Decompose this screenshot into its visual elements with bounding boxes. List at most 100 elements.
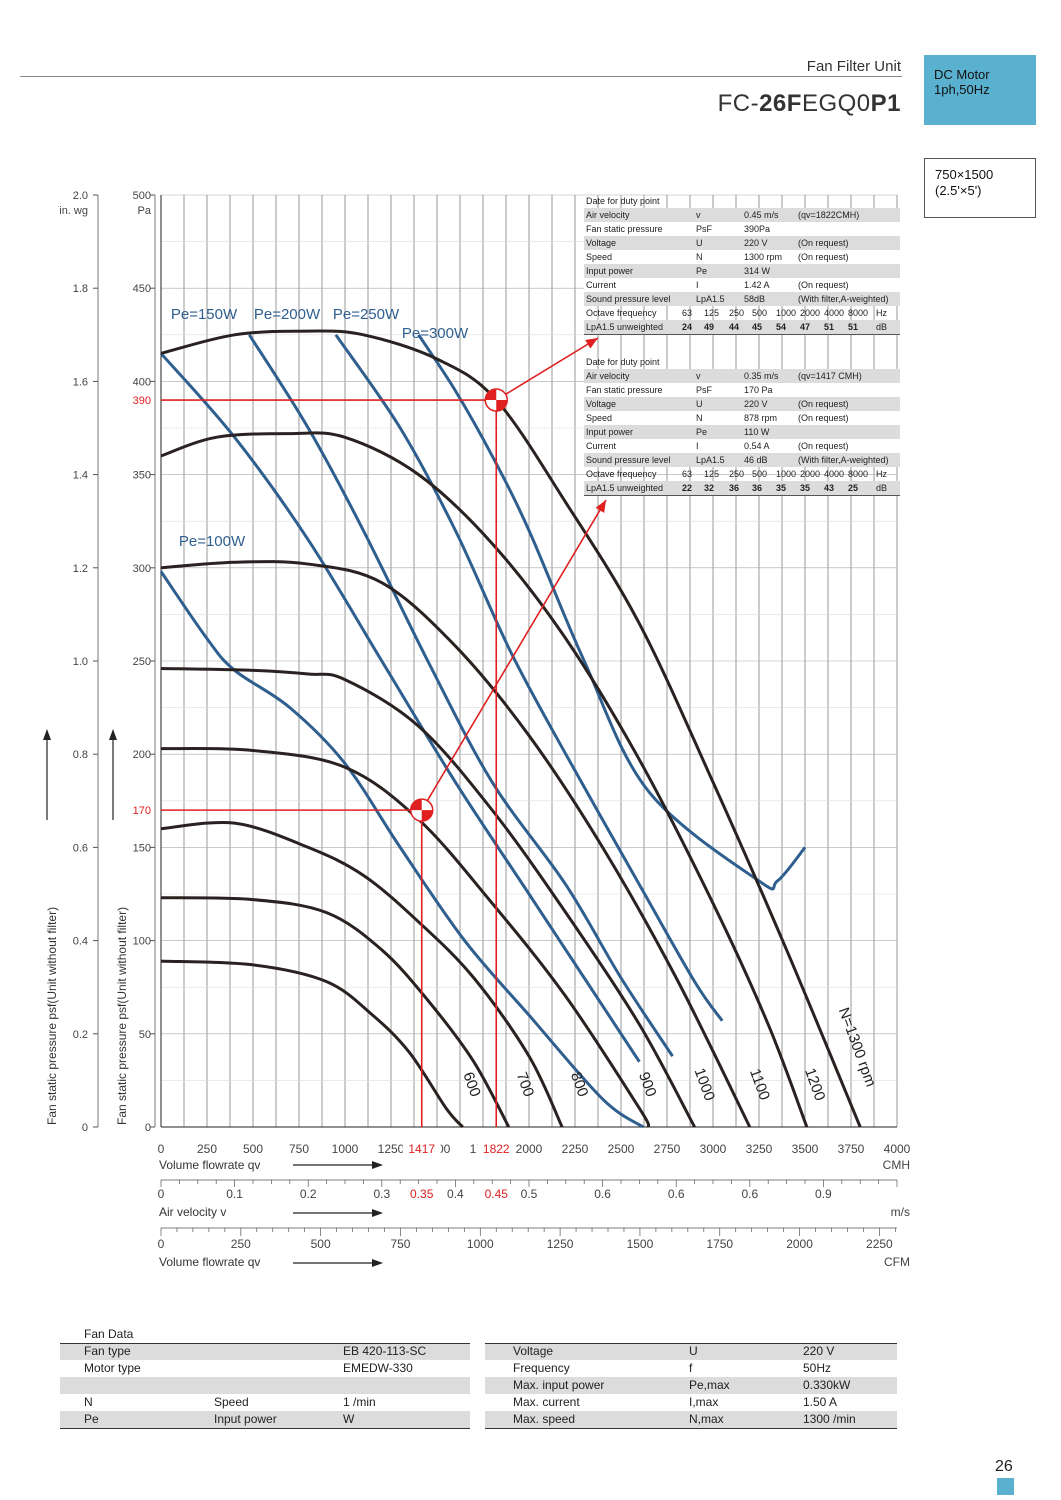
cfm-tick-label: 2250 bbox=[866, 1237, 893, 1251]
inwg-tick-label: 0.8 bbox=[73, 749, 88, 761]
duty-note: (With filter,A-weighted) bbox=[798, 294, 889, 304]
cmh-tick-label: 250 bbox=[197, 1142, 217, 1156]
model-part: EGQ0 bbox=[801, 90, 871, 117]
inwg-unit-label: in. wg bbox=[59, 205, 88, 217]
fan-right-name: Frequency bbox=[513, 1361, 570, 1375]
lpa-value: 44 bbox=[729, 322, 740, 332]
fan-left-name: Input power bbox=[214, 1412, 277, 1426]
cfm-tick-label: 1000 bbox=[467, 1237, 494, 1251]
fan-right-row: Max. input power Pe,max 0.330kW bbox=[485, 1377, 897, 1394]
performance-chart: 05010015020025030035040045050000.20.40.6… bbox=[43, 190, 911, 1269]
pa-tick-label: 450 bbox=[133, 283, 151, 295]
cmh-tick-label: 3000 bbox=[700, 1142, 727, 1156]
speed-label: 1100 bbox=[746, 1066, 773, 1102]
duty-q-label: 1417 bbox=[408, 1142, 435, 1156]
speed-label: 1000 bbox=[691, 1066, 718, 1103]
duty-arrow bbox=[495, 337, 599, 401]
pa-tick-label: 200 bbox=[133, 749, 151, 761]
octave-label: Octave frequency bbox=[586, 308, 657, 318]
fan-right-value: 0.330kW bbox=[803, 1378, 851, 1392]
octave-value: 2000 bbox=[800, 469, 821, 479]
x-axis-arrowhead bbox=[372, 1209, 383, 1217]
fan-left-key: Pe bbox=[84, 1412, 99, 1426]
duty-symbol: Pe bbox=[696, 427, 708, 437]
duty-symbol: U bbox=[696, 238, 703, 248]
octave-value: 63 bbox=[682, 469, 693, 479]
octave-value: 8000 bbox=[848, 308, 869, 318]
duty-pressure-label: 390 bbox=[133, 395, 151, 407]
ms-tick-label: 0.3 bbox=[373, 1187, 390, 1201]
octave-value: 8000 bbox=[848, 469, 869, 479]
duty-title: Date for duty point bbox=[586, 196, 660, 206]
cmh-tick-label: 0 bbox=[158, 1142, 165, 1156]
cfm-tick-label: 500 bbox=[311, 1237, 331, 1251]
ms-tick-label: 0.4 bbox=[447, 1187, 464, 1201]
pa-tick-label: 0 bbox=[145, 1122, 151, 1134]
duty-v-bg bbox=[480, 1187, 513, 1201]
speed-curve bbox=[160, 329, 862, 1128]
cfm-tick-label: 750 bbox=[390, 1237, 410, 1251]
fan-right-row: Max. current I,max 1.50 A bbox=[485, 1394, 897, 1411]
model-part: 26F bbox=[759, 90, 802, 117]
fan-data-table: Fan Data Fan type EB 420-113-SC Motor type E… bbox=[60, 1326, 900, 1436]
duty-value: 170 Pa bbox=[744, 385, 773, 395]
pa-tick-label: 350 bbox=[133, 470, 151, 482]
cfm-tick-label: 0 bbox=[158, 1237, 165, 1251]
duty-marker-q bbox=[485, 389, 497, 401]
octave-value: 1000 bbox=[776, 308, 797, 318]
duty-marker-q bbox=[410, 799, 422, 811]
ms-tick-label: 0.2 bbox=[300, 1187, 317, 1201]
power-curve bbox=[159, 570, 644, 1129]
fan-right-row: Max. speed N,max 1300 /min bbox=[485, 1411, 897, 1428]
duty-note: (qv=1417 CMH) bbox=[798, 371, 862, 381]
duty-symbol: LpA1.5 bbox=[696, 294, 725, 304]
duty-param: Sound pressure level bbox=[586, 294, 671, 304]
duty-rule bbox=[584, 495, 900, 496]
duty-value: 220 V bbox=[744, 399, 768, 409]
speed-label: 900 bbox=[635, 1070, 660, 1099]
cfm-tick-label: 2000 bbox=[786, 1237, 813, 1251]
duty-arrowhead bbox=[585, 338, 598, 349]
octave-value: 500 bbox=[752, 308, 768, 318]
octave-label: Octave frequency bbox=[586, 469, 657, 479]
duty-row: Sound pressure level LpA1.5 58dB (With filt… bbox=[584, 292, 900, 306]
inwg-tick-label: 1.0 bbox=[73, 656, 88, 668]
octave-value: 2000 bbox=[800, 308, 821, 318]
duty-row: Voltage U 220 V (On request) bbox=[584, 397, 900, 411]
model-part: FC- bbox=[717, 90, 760, 117]
duty-title: Date for duty point bbox=[586, 357, 660, 367]
fan-left-name: Speed bbox=[214, 1395, 249, 1409]
octave-value: 4000 bbox=[824, 308, 845, 318]
duty-arrowhead bbox=[595, 500, 606, 513]
duty-symbol: v bbox=[696, 371, 701, 381]
model-part: P1 bbox=[870, 90, 901, 117]
duty-row: Fan static pressure PsF 170 Pa bbox=[584, 383, 900, 397]
duty-row: Sound pressure level LpA1.5 46 dB (With fil… bbox=[584, 453, 900, 467]
fan-left-row bbox=[60, 1377, 470, 1394]
duty-row: Fan static pressure PsF 390Pa bbox=[584, 222, 900, 236]
duty-marker-q bbox=[421, 810, 433, 822]
lpa-value: 35 bbox=[800, 483, 811, 493]
duty-row: Air velocity v 0.45 m/s (qv=1822CMH) bbox=[584, 208, 900, 222]
cmh-tick-label: 500 bbox=[243, 1142, 263, 1156]
fan-right-value: 50Hz bbox=[803, 1361, 832, 1375]
fan-right-symbol: f bbox=[689, 1361, 693, 1375]
cfm-axis-label: Volume flowrate qv bbox=[159, 1255, 260, 1269]
lpa-value: 51 bbox=[848, 322, 859, 332]
fan-left-key: Fan type bbox=[84, 1344, 131, 1358]
motor-line: DC Motor bbox=[934, 67, 990, 82]
fan-right-value: 220 V bbox=[803, 1344, 835, 1358]
pa-tick-label: 50 bbox=[139, 1029, 151, 1041]
duty-note: (On request) bbox=[798, 252, 849, 262]
ms-axis-label: Air velocity v bbox=[159, 1205, 226, 1219]
inwg-tick-label: 0.6 bbox=[73, 842, 88, 854]
lpa-label: LpA1.5 unweighted bbox=[586, 322, 664, 332]
pa-tick-label: 100 bbox=[133, 936, 151, 948]
duty-symbol: I bbox=[696, 441, 699, 451]
duty-note: (On request) bbox=[798, 280, 849, 290]
size-box: 750×1500 (2.5'×5') bbox=[924, 158, 1036, 218]
duty-note: (With filter,A-weighted) bbox=[798, 455, 889, 465]
ms-unit: m/s bbox=[891, 1205, 910, 1219]
duty-note: (On request) bbox=[798, 441, 849, 451]
octave-value: 250 bbox=[729, 308, 745, 318]
